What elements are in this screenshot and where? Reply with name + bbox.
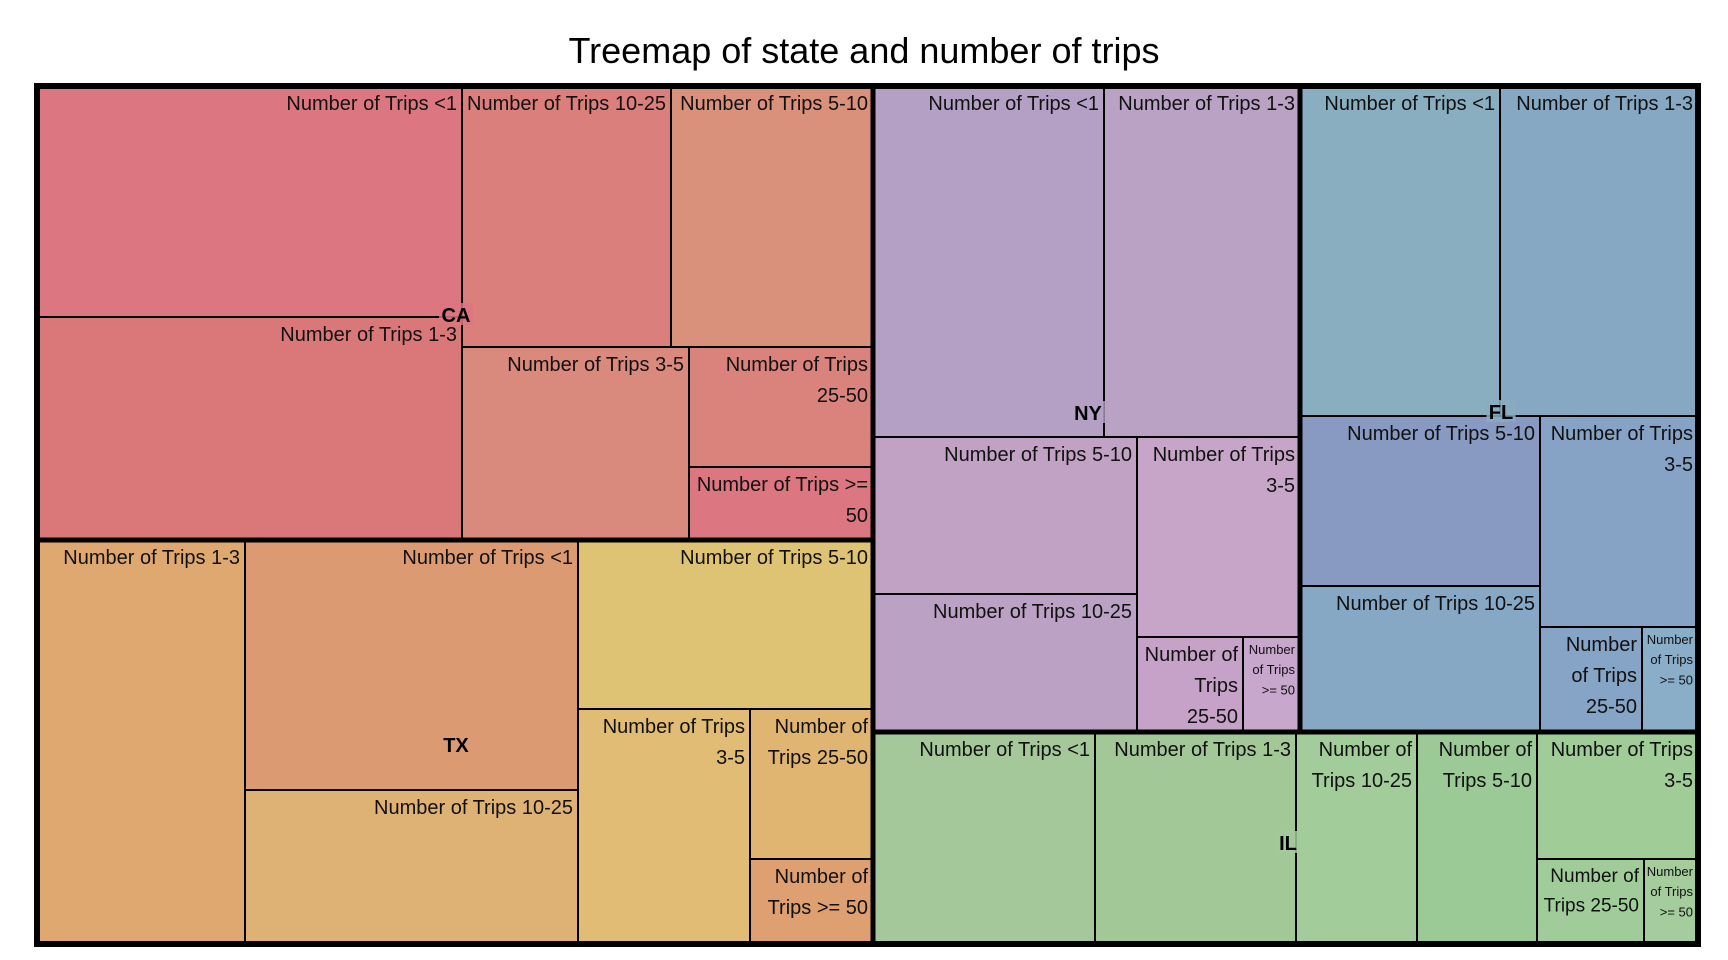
tile-fl-number-of-trips-25-50 bbox=[1539, 626, 1643, 733]
tile-il-number-of-trips-gte-50 bbox=[1643, 858, 1699, 945]
tile-label-fl-number-of-trips-5-10: Number of Trips 5-10 bbox=[1347, 423, 1535, 445]
group-label-ca: CA bbox=[442, 305, 471, 327]
tile-ca-number-of-trips-5-10 bbox=[670, 85, 874, 348]
group-label-bg-tx bbox=[440, 733, 472, 755]
tile-label-tx-number-of-trips-10-25: Number of Trips 10-25 bbox=[374, 797, 573, 819]
tile-label-ny-number-of-trips-3-5: Number of Trips 3-5 bbox=[1153, 444, 1295, 497]
tile-ca-number-of-trips-25-50 bbox=[688, 346, 874, 468]
tile-label-fl-number-of-trips-lt1: Number of Trips <1 bbox=[1324, 93, 1495, 115]
tile-il-number-of-trips-5-10 bbox=[1416, 731, 1538, 945]
tile-label-fl-number-of-trips-25-50: Number of Trips 25-50 bbox=[1566, 634, 1637, 718]
tile-tx-number-of-trips-3-5 bbox=[577, 708, 751, 945]
tile-label-il-number-of-trips-5-10: Number of Trips 5-10 bbox=[1439, 739, 1533, 792]
tile-label-il-number-of-trips-1-3: Number of Trips 1-3 bbox=[1114, 739, 1291, 761]
tile-label-tx-number-of-trips-gte-50: Number of Trips >= 50 bbox=[768, 866, 869, 919]
tile-label-il-number-of-trips-10-25: Number of Trips 10-25 bbox=[1312, 739, 1413, 792]
group-label-bg-ca bbox=[439, 303, 473, 325]
tile-fl-number-of-trips-1-3 bbox=[1499, 85, 1699, 417]
tile-tx-number-of-trips-lt1 bbox=[244, 539, 579, 791]
tile-ca-number-of-trips-10-25 bbox=[461, 85, 672, 348]
tile-ca-number-of-trips-gte-50 bbox=[688, 466, 874, 541]
tile-ny-number-of-trips-25-50 bbox=[1136, 636, 1244, 733]
tile-label-ca-number-of-trips-10-25: Number of Trips 10-25 bbox=[467, 93, 666, 115]
tile-il-number-of-trips-10-25 bbox=[1295, 731, 1418, 945]
group-label-fl: FL bbox=[1489, 402, 1513, 424]
tile-label-ca-number-of-trips-5-10: Number of Trips 5-10 bbox=[680, 93, 868, 115]
tile-label-ca-number-of-trips-lt1: Number of Trips <1 bbox=[286, 93, 457, 115]
tile-label-ny-number-of-trips-1-3: Number of Trips 1-3 bbox=[1118, 93, 1295, 115]
tile-il-number-of-trips-25-50 bbox=[1536, 858, 1645, 945]
tile-il-number-of-trips-3-5 bbox=[1536, 731, 1699, 860]
tile-label-ca-number-of-trips-1-3: Number of Trips 1-3 bbox=[280, 324, 457, 346]
tile-fl-number-of-trips-lt1 bbox=[1299, 85, 1501, 417]
tile-label-tx-number-of-trips-lt1: Number of Trips <1 bbox=[402, 547, 573, 569]
tile-label-il-number-of-trips-3-5: Number of Trips 3-5 bbox=[1551, 739, 1693, 792]
tile-label-ca-number-of-trips-3-5: Number of Trips 3-5 bbox=[507, 354, 684, 376]
tile-ca-number-of-trips-3-5 bbox=[461, 346, 690, 541]
tile-label-tx-number-of-trips-5-10: Number of Trips 5-10 bbox=[680, 547, 868, 569]
tile-label-il-number-of-trips-lt1: Number of Trips <1 bbox=[919, 739, 1090, 761]
tile-label-fl-number-of-trips-10-25: Number of Trips 10-25 bbox=[1336, 593, 1535, 615]
tile-label-fl-number-of-trips-3-5: Number of Trips 3-5 bbox=[1551, 423, 1693, 476]
tile-ca-number-of-trips-lt1 bbox=[36, 85, 463, 318]
tile-label-ca-number-of-trips-25-50: Number of Trips 25-50 bbox=[726, 354, 868, 407]
group-label-bg-ny bbox=[1071, 401, 1105, 423]
tile-label-ny-number-of-trips-gte-50: Number of Trips >= 50 bbox=[1249, 642, 1296, 697]
tile-label-fl-number-of-trips-gte-50: Number of Trips >= 50 bbox=[1647, 632, 1694, 687]
group-label-il: IL bbox=[1279, 833, 1297, 855]
tile-il-number-of-trips-1-3 bbox=[1094, 731, 1297, 945]
tile-fl-number-of-trips-3-5 bbox=[1539, 415, 1699, 628]
tile-label-ca-number-of-trips-gte-50: Number of Trips >= 50 bbox=[697, 474, 868, 527]
tile-label-fl-number-of-trips-1-3: Number of Trips 1-3 bbox=[1516, 93, 1693, 115]
group-label-bg-il bbox=[1276, 831, 1300, 853]
tile-label-il-number-of-trips-25-50: Number of Trips 25-50 bbox=[1544, 866, 1640, 916]
tile-fl-number-of-trips-5-10 bbox=[1299, 415, 1541, 587]
tile-fl-number-of-trips-10-25 bbox=[1299, 585, 1541, 733]
chart-title: Treemap of state and number of trips bbox=[568, 30, 1160, 71]
tile-label-ny-number-of-trips-25-50: Number of Trips 25-50 bbox=[1145, 644, 1239, 728]
tile-label-il-number-of-trips-gte-50: Number of Trips >= 50 bbox=[1647, 864, 1694, 919]
group-label-tx: TX bbox=[443, 735, 469, 757]
tile-label-ny-number-of-trips-lt1: Number of Trips <1 bbox=[928, 93, 1099, 115]
tile-label-ny-number-of-trips-10-25: Number of Trips 10-25 bbox=[933, 601, 1132, 623]
tile-ny-number-of-trips-1-3 bbox=[1103, 85, 1301, 438]
group-label-ny: NY bbox=[1074, 403, 1102, 425]
tile-ny-number-of-trips-3-5 bbox=[1136, 436, 1301, 638]
tile-tx-number-of-trips-1-3 bbox=[36, 539, 246, 945]
tile-label-tx-number-of-trips-1-3: Number of Trips 1-3 bbox=[63, 547, 240, 569]
tile-fl-number-of-trips-gte-50 bbox=[1641, 626, 1699, 733]
tile-tx-number-of-trips-10-25 bbox=[244, 789, 579, 945]
tile-label-ny-number-of-trips-5-10: Number of Trips 5-10 bbox=[944, 444, 1132, 466]
group-label-bg-fl bbox=[1486, 400, 1516, 422]
tile-label-tx-number-of-trips-25-50: Number of Trips 25-50 bbox=[768, 716, 869, 769]
tile-ny-number-of-trips-lt1 bbox=[872, 85, 1105, 438]
tile-ca-number-of-trips-1-3 bbox=[36, 316, 463, 541]
tile-il-number-of-trips-lt1 bbox=[872, 731, 1096, 945]
tile-label-tx-number-of-trips-3-5: Number of Trips 3-5 bbox=[603, 716, 745, 769]
